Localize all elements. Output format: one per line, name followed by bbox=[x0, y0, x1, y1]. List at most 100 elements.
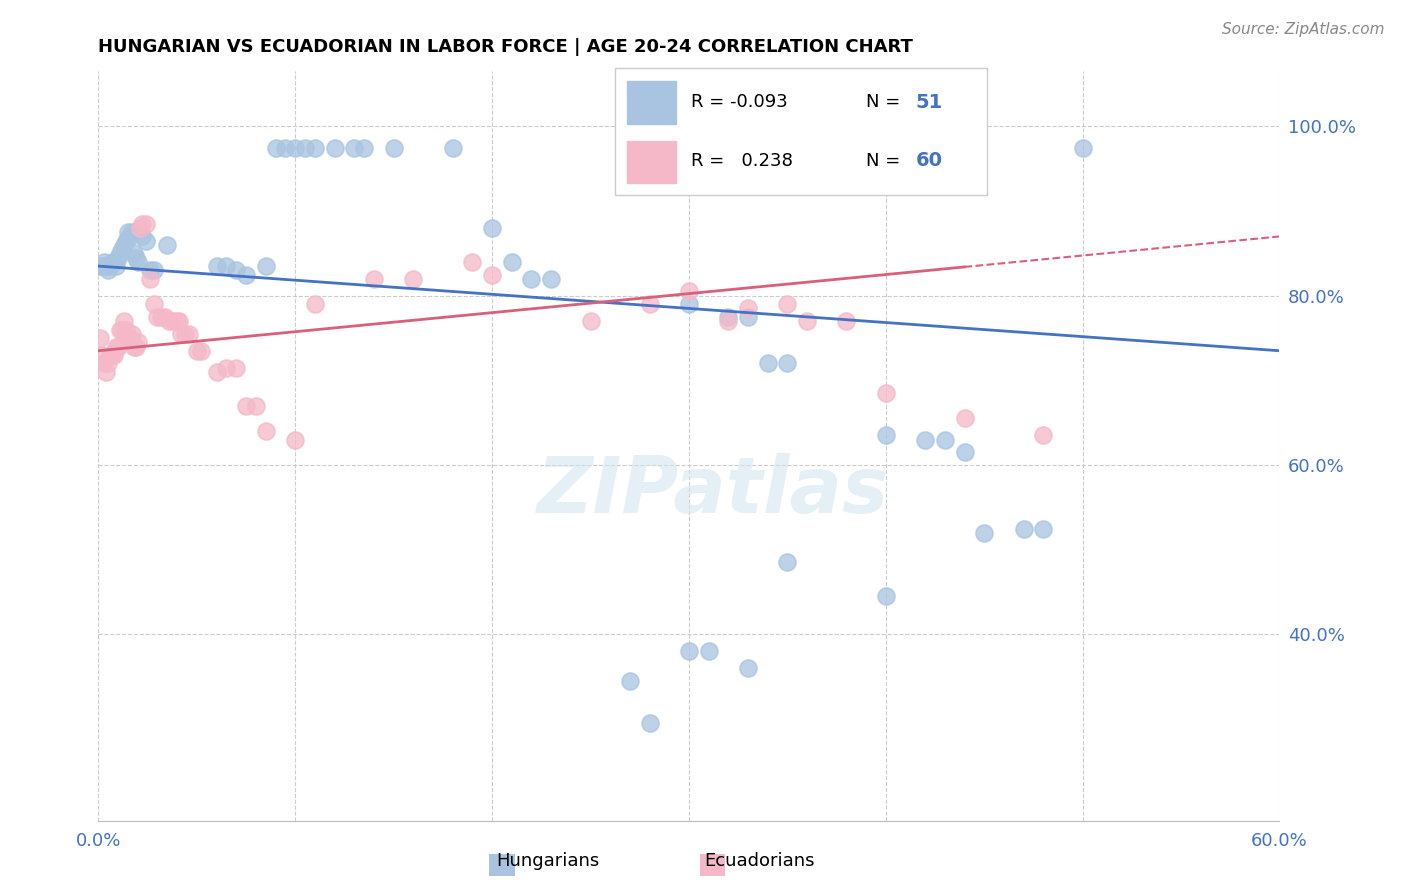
Point bbox=[382, 140, 405, 154]
Point bbox=[481, 268, 503, 282]
Point bbox=[122, 339, 145, 353]
Point bbox=[103, 255, 125, 269]
Point bbox=[304, 297, 326, 311]
Point bbox=[501, 255, 523, 269]
Point bbox=[737, 310, 759, 324]
Point bbox=[91, 348, 114, 362]
Point bbox=[108, 322, 131, 336]
Point bbox=[135, 217, 157, 231]
Point bbox=[225, 263, 247, 277]
Point bbox=[717, 310, 740, 324]
Point bbox=[579, 314, 602, 328]
Text: R = -0.093: R = -0.093 bbox=[692, 94, 789, 112]
Point bbox=[304, 140, 326, 154]
Point bbox=[157, 314, 180, 328]
Point bbox=[215, 259, 238, 273]
Point bbox=[294, 140, 316, 154]
Point bbox=[112, 238, 135, 252]
Point bbox=[678, 644, 700, 658]
Point bbox=[205, 365, 228, 379]
Point bbox=[118, 331, 141, 345]
Point bbox=[953, 445, 976, 459]
Point bbox=[118, 229, 141, 244]
Point bbox=[166, 314, 188, 328]
Point bbox=[97, 263, 120, 277]
Point bbox=[150, 310, 173, 324]
Point bbox=[638, 297, 661, 311]
Point bbox=[98, 259, 121, 273]
Point bbox=[717, 314, 740, 328]
Point bbox=[235, 399, 257, 413]
Point bbox=[875, 386, 897, 401]
Point bbox=[138, 272, 160, 286]
Point bbox=[363, 272, 385, 286]
Point bbox=[115, 234, 138, 248]
Point bbox=[835, 314, 858, 328]
Point bbox=[135, 234, 157, 248]
Point bbox=[127, 255, 149, 269]
Text: Source: ZipAtlas.com: Source: ZipAtlas.com bbox=[1222, 22, 1385, 37]
Point bbox=[284, 140, 307, 154]
Point bbox=[108, 246, 131, 260]
Point bbox=[186, 343, 208, 358]
Point bbox=[128, 221, 150, 235]
Point bbox=[678, 285, 700, 299]
Point bbox=[121, 225, 143, 239]
Point bbox=[1071, 140, 1094, 154]
Point bbox=[284, 433, 307, 447]
Point bbox=[441, 140, 464, 154]
Point bbox=[776, 556, 799, 570]
Point bbox=[402, 272, 425, 286]
Point bbox=[142, 263, 165, 277]
Point bbox=[264, 140, 287, 154]
Point bbox=[89, 331, 111, 345]
Point bbox=[215, 360, 238, 375]
Point bbox=[115, 322, 138, 336]
Point bbox=[323, 140, 346, 154]
Bar bbox=[627, 81, 676, 124]
Point bbox=[1032, 428, 1054, 442]
Point bbox=[125, 339, 148, 353]
Text: 60: 60 bbox=[915, 151, 942, 170]
Point bbox=[103, 348, 125, 362]
Point bbox=[93, 356, 115, 370]
Point bbox=[107, 251, 129, 265]
Point bbox=[235, 268, 257, 282]
Point bbox=[142, 297, 165, 311]
Text: Ecuadorians: Ecuadorians bbox=[704, 852, 814, 870]
Point bbox=[274, 140, 297, 154]
Point bbox=[190, 343, 212, 358]
Point bbox=[101, 255, 124, 269]
Point bbox=[93, 255, 115, 269]
Point bbox=[343, 140, 366, 154]
Point bbox=[121, 326, 143, 341]
Point bbox=[737, 301, 759, 316]
Point bbox=[98, 348, 121, 362]
Point bbox=[177, 326, 200, 341]
Point bbox=[225, 360, 247, 375]
Point bbox=[138, 263, 160, 277]
Point bbox=[245, 399, 267, 413]
FancyBboxPatch shape bbox=[616, 68, 987, 195]
Point bbox=[875, 589, 897, 603]
Point bbox=[112, 314, 135, 328]
Point bbox=[756, 356, 779, 370]
Point bbox=[101, 348, 124, 362]
Point bbox=[254, 424, 277, 438]
Point bbox=[205, 259, 228, 273]
Point bbox=[131, 217, 153, 231]
Point bbox=[91, 259, 114, 273]
Point bbox=[697, 644, 720, 658]
Text: N =: N = bbox=[866, 152, 905, 169]
Text: 51: 51 bbox=[915, 93, 942, 112]
Point bbox=[111, 322, 134, 336]
Point bbox=[914, 433, 936, 447]
Point bbox=[96, 259, 118, 273]
Point bbox=[125, 251, 148, 265]
Point bbox=[131, 229, 153, 244]
Point bbox=[875, 428, 897, 442]
Point bbox=[540, 272, 562, 286]
Point bbox=[111, 242, 134, 256]
Point bbox=[105, 259, 128, 273]
Bar bbox=[627, 141, 676, 184]
